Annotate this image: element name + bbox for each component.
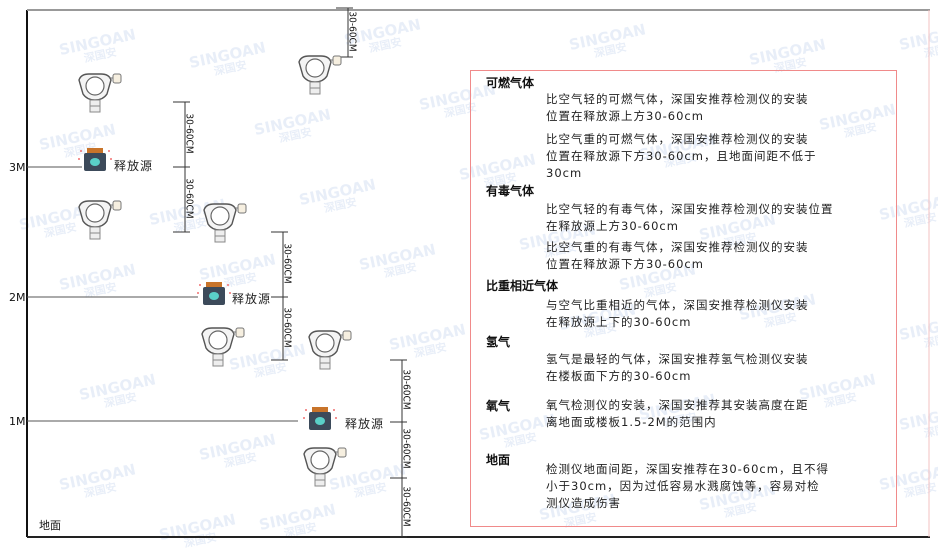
- paragraph-line: 离地面或楼板1.5-2M的范围内: [546, 415, 717, 429]
- section-title: 有毒气体: [486, 184, 535, 198]
- gas-detector-icon: [303, 447, 347, 487]
- source-label-3m: 释放源: [114, 159, 154, 173]
- release-sources: [78, 148, 337, 430]
- section-paragraph: 比空气重的有毒气体，深国安推荐检测仪的安装 位置在释放源下方30-60cm: [546, 239, 809, 273]
- paragraph-line: 比空气重的可燃气体，深国安推荐检测仪的安装: [546, 132, 809, 146]
- dimension-label: 30-60CM: [346, 10, 358, 52]
- paragraph-line: 在楼板面下方的30-60cm: [546, 369, 692, 383]
- dimension-label: 30-60CM: [281, 242, 293, 284]
- paragraph-line: 比空气重的有毒气体，深国安推荐检测仪的安装: [546, 240, 809, 254]
- level-label-1m: 1M: [9, 415, 26, 428]
- dimension-label: 30-60CM: [183, 112, 195, 154]
- section-paragraph: 检测仪地面间距，深国安推荐在30-60cm，且不得 小于30cm，因为过低容易水溅…: [546, 461, 829, 512]
- paragraph-line: 在释放源上方30-60cm: [546, 219, 679, 233]
- dimension-label: 30-60CM: [400, 369, 412, 410]
- section-paragraph: 与空气比重相近的气体，深国安推荐检测仪安装 在释放源上下的30-60cm: [546, 297, 809, 331]
- gas-detector-icon: [203, 203, 247, 243]
- level-label-2m: 2M: [9, 291, 26, 304]
- gas-detector-icon: [78, 200, 122, 240]
- gas-detector-icon: [78, 73, 122, 113]
- level-label-3m: 3M: [9, 161, 26, 174]
- section-title: 可燃气体: [486, 76, 535, 90]
- paragraph-line: 氧气检测仪的安装，深国安推荐其安装高度在距: [546, 398, 809, 412]
- paragraph-line: 小于30cm，因为过低容易水溅腐蚀等，容易对检: [546, 479, 820, 493]
- release-source-icon: [78, 148, 112, 171]
- dimension-label: 30-60CM: [400, 485, 412, 527]
- paragraph-line: 测仪造成伤害: [546, 496, 621, 510]
- paragraph-line: 检测仪地面间距，深国安推荐在30-60cm，且不得: [546, 462, 829, 476]
- installation-diagram: [26, 7, 930, 538]
- recommendation-panel: 可燃气体 比空气轻的可燃气体，深国安推荐检测仪的安装 位置在释放源上方30-60cm…: [470, 70, 897, 527]
- section-title: 比重相近气体: [486, 279, 559, 293]
- release-source-icon: [197, 282, 231, 305]
- ground-label: 地面: [39, 519, 61, 532]
- dimension-label: 30-60CM: [281, 306, 293, 348]
- section-paragraph: 氧气检测仪的安装，深国安推荐其安装高度在距 离地面或楼板1.5-2M的范围内: [546, 397, 809, 431]
- paragraph-line: 位置在释放源下方30-60cm，且地面间距不低于: [546, 149, 817, 163]
- paragraph-line: 氢气是最轻的气体，深国安推荐氢气检测仪安装: [546, 352, 809, 366]
- dimension-lines: [173, 7, 407, 538]
- gas-detector-icon: [298, 55, 342, 95]
- release-source-icon: [303, 407, 337, 430]
- dimension-label: 30-60CM: [400, 428, 412, 469]
- section-paragraph: 比空气重的可燃气体，深国安推荐检测仪的安装 位置在释放源下方30-60cm，且地面…: [546, 131, 816, 182]
- section-paragraph: 比空气轻的可燃气体，深国安推荐检测仪的安装 位置在释放源上方30-60cm: [546, 91, 809, 125]
- gas-detector-icon: [308, 330, 352, 370]
- paragraph-line: 位置在释放源上方30-60cm: [546, 109, 704, 123]
- paragraph-line: 与空气比重相近的气体，深国安推荐检测仪安装: [546, 298, 809, 312]
- section-title: 氧气: [486, 399, 511, 413]
- paragraph-line: 在释放源上下的30-60cm: [546, 315, 692, 329]
- section-title: 氢气: [486, 335, 511, 349]
- dimension-label: 30-60CM: [183, 177, 195, 219]
- source-label-2m: 释放源: [232, 292, 272, 306]
- section-paragraph: 氢气是最轻的气体，深国安推荐氢气检测仪安装 在楼板面下方的30-60cm: [546, 351, 809, 385]
- section-title: 地面: [486, 453, 511, 467]
- source-label-1m: 释放源: [345, 417, 385, 431]
- paragraph-line: 位置在释放源下方30-60cm: [546, 257, 704, 271]
- paragraph-line: 比空气轻的可燃气体，深国安推荐检测仪的安装: [546, 92, 809, 106]
- paragraph-line: 30cm: [546, 166, 583, 180]
- gas-detector-icon: [201, 327, 245, 367]
- section-paragraph: 比空气轻的有毒气体，深国安推荐检测仪的安装位置 在释放源上方30-60cm: [546, 201, 834, 235]
- paragraph-line: 比空气轻的有毒气体，深国安推荐检测仪的安装位置: [546, 202, 834, 216]
- detectors: [78, 55, 352, 487]
